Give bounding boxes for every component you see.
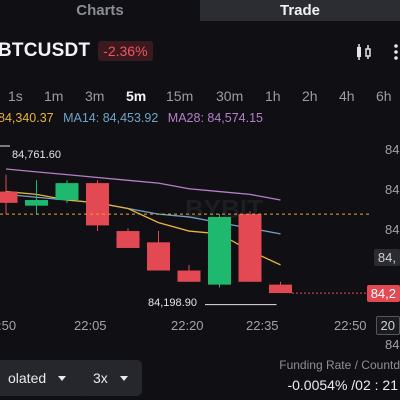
interval-4h[interactable]: 4h (339, 88, 355, 104)
time-axis-label: 22:05 (74, 318, 107, 333)
symbol-header: BTCUSDT -2.36% (0, 36, 400, 66)
hl-markers (0, 145, 277, 306)
price-axis-label: 84 (385, 337, 400, 352)
candle (86, 180, 109, 232)
interval-selector: 1s 1m 3m 5m 15m 30m 1h 2h 4h 6h (0, 88, 400, 108)
interval-1m[interactable]: 1m (44, 88, 64, 104)
symbol-name[interactable]: BTCUSDT (0, 40, 91, 61)
candle (25, 180, 48, 215)
dashed-level-tag: 84, (373, 249, 400, 266)
ma7-line (5, 190, 281, 266)
candles (0, 174, 292, 294)
candlestick-chart[interactable]: BYBIT 84,761.60 84,198.90 84 84 84 84 84… (0, 130, 400, 352)
candle-body (177, 270, 201, 282)
interval-5m[interactable]: 5m (126, 88, 147, 104)
margin-mode-value: olated (8, 370, 47, 386)
interval-30m[interactable]: 30m (216, 88, 244, 104)
high-marker-label: 84,761.60 (12, 149, 61, 161)
candle-body (0, 191, 18, 203)
candle (116, 228, 140, 248)
top-tabbar: Charts Trade (0, 0, 400, 21)
leverage-select[interactable]: 3x (82, 360, 142, 396)
candle-body (86, 183, 109, 226)
candle (208, 214, 231, 288)
interval-1s[interactable]: 1s (8, 88, 23, 104)
interval-3m[interactable]: 3m (85, 88, 105, 104)
price-change-badge: -2.36% (98, 41, 153, 61)
funding-rate-value: -0.0054% /02 : 21 (287, 377, 398, 393)
time-axis-label: 22:50 (334, 318, 367, 333)
ma-legend: 84,340.37 MA14: 84,453.92 MA28: 84,574.1… (0, 111, 263, 125)
current-price-tag: 84,2 (366, 285, 400, 302)
candle (147, 231, 170, 271)
price-levels (0, 213, 372, 294)
leverage-value: 3x (93, 370, 108, 386)
ma28-line (5, 168, 281, 201)
time-axis-label: 22:35 (246, 318, 279, 333)
ma14-line (5, 193, 281, 235)
candle-body (116, 231, 140, 248)
price-axis-label: 84 (385, 222, 400, 237)
ma14-value: MA14: 84,453.92 (63, 111, 159, 125)
funding-rate-label: Funding Rate / Countd (279, 358, 400, 372)
interval-15m[interactable]: 15m (166, 88, 194, 104)
candle-body (208, 216, 231, 285)
candle-body (238, 214, 262, 282)
candle-body (55, 183, 79, 201)
ma7-value: 84,340.37 (0, 111, 54, 125)
interval-2h[interactable]: 2h (302, 88, 318, 104)
time-axis-label: 22:20 (171, 318, 204, 333)
caret-down-icon (58, 375, 67, 381)
candle (55, 180, 79, 203)
countdown-tag: 20 (375, 316, 400, 335)
low-marker-label: 84,198.90 (148, 297, 197, 309)
candle-body (147, 242, 170, 271)
tab-trade[interactable]: Trade (200, 0, 400, 21)
chart-canvas: BYBIT (0, 145, 372, 306)
candle (238, 211, 262, 282)
ma-lines (5, 168, 281, 266)
candlestick-indicator-icon[interactable] (354, 42, 374, 62)
interval-1h[interactable]: 1h (265, 88, 281, 104)
price-axis-label: 84 (385, 142, 400, 157)
candle-body (25, 200, 48, 206)
caret-down-icon (119, 375, 128, 381)
candle-body (269, 284, 292, 294)
interval-6h[interactable]: 6h (376, 88, 392, 104)
candle (269, 281, 292, 294)
tab-charts[interactable]: Charts (0, 0, 200, 21)
price-axis-label: 84 (385, 182, 400, 197)
ma28-value: MA28: 84,574.15 (167, 111, 264, 125)
candle (177, 264, 201, 282)
time-axis-label: :50 (0, 318, 17, 333)
candle (0, 174, 18, 215)
more-vertical-icon[interactable] (382, 42, 400, 62)
